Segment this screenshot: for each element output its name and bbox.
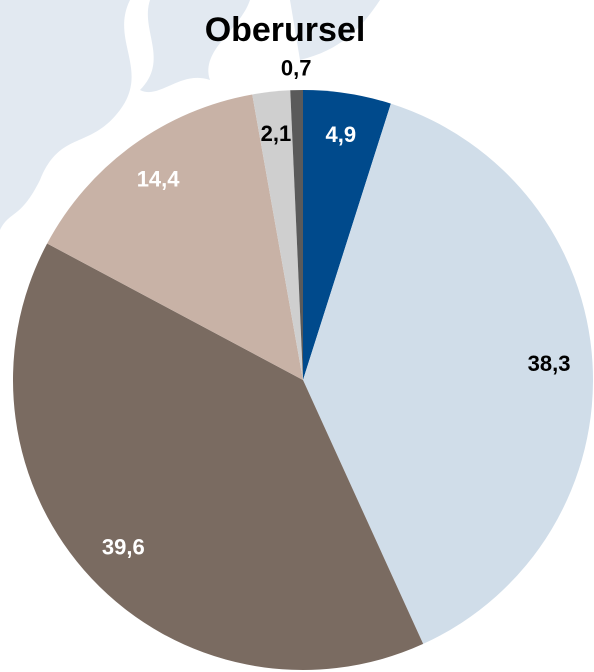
data-label: 39,6	[102, 535, 145, 560]
pie-slice	[303, 90, 391, 380]
pie-slice	[290, 90, 303, 380]
pie-slice	[303, 103, 593, 644]
pie-slice	[252, 90, 303, 380]
data-label: 2,1	[261, 121, 292, 146]
data-label: 38,3	[528, 351, 571, 376]
pie-slice	[47, 94, 303, 380]
pie-slice	[12, 243, 424, 671]
data-label: 4,9	[325, 122, 356, 147]
chart-title: Oberursel	[205, 11, 366, 49]
data-label: 0,7	[281, 56, 312, 81]
background-decoration	[0, 0, 380, 230]
data-label: 14,4	[137, 166, 181, 191]
